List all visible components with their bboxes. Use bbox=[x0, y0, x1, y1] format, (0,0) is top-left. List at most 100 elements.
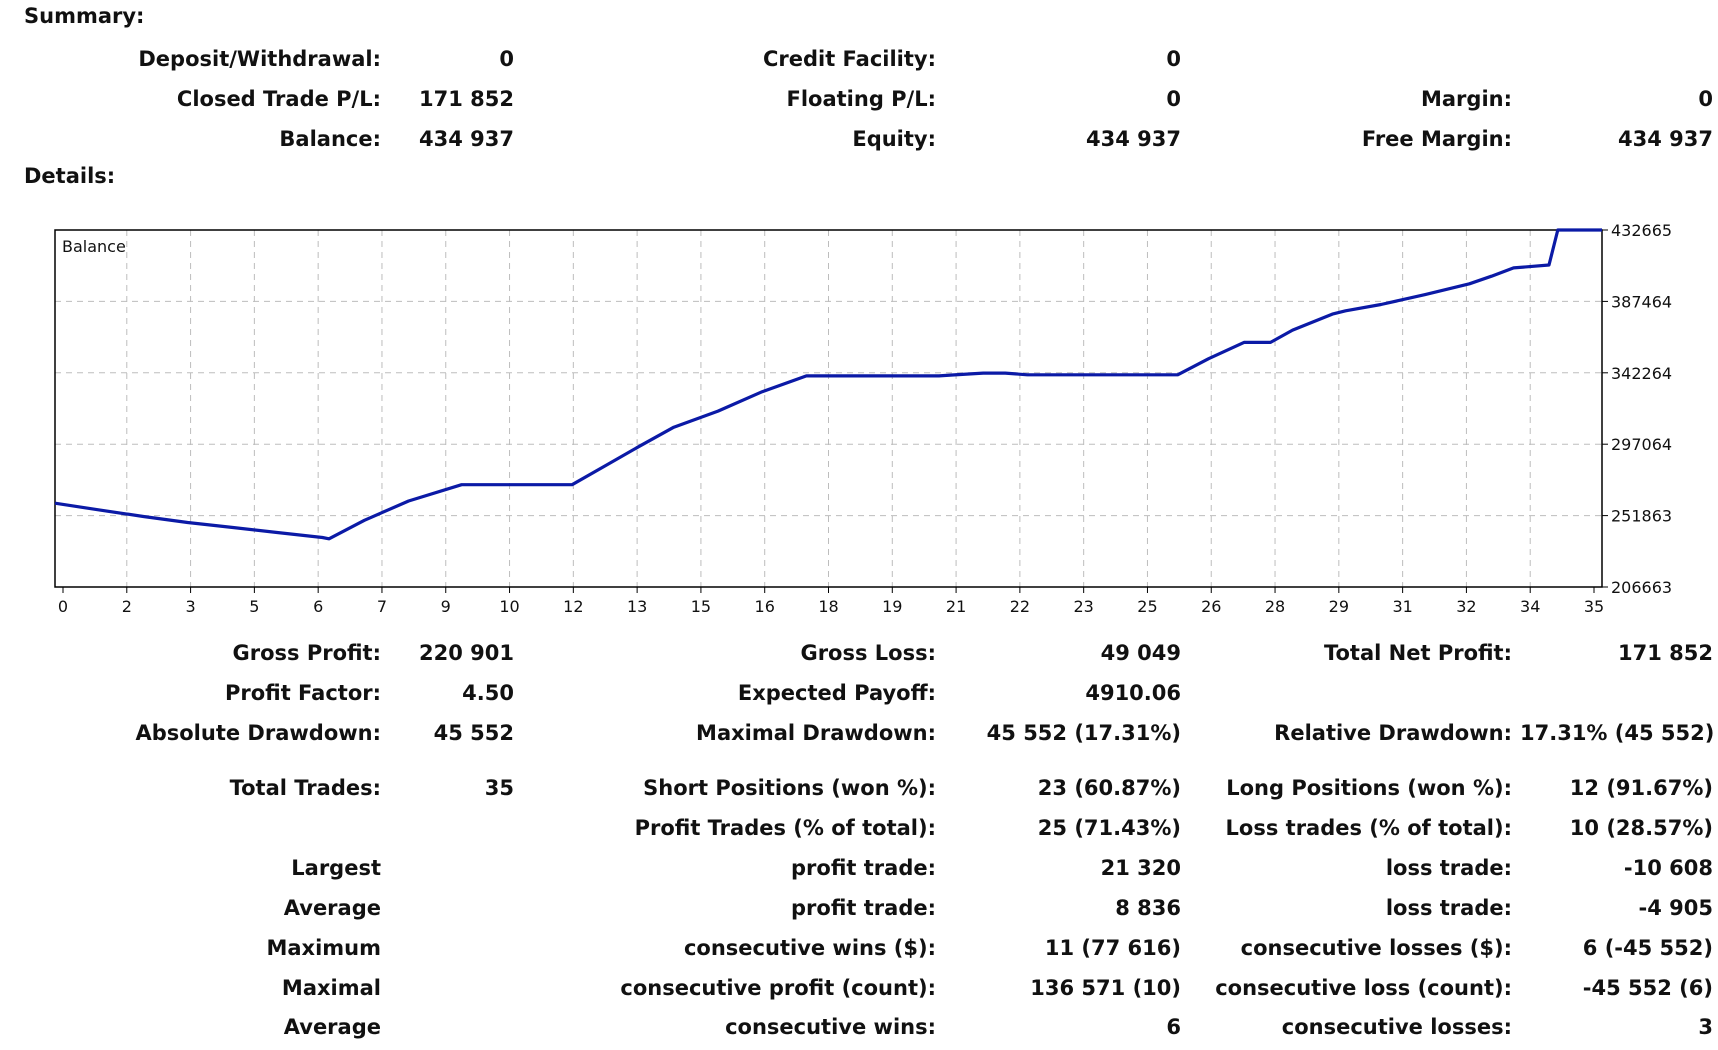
detail-label: profit trade: bbox=[791, 896, 936, 920]
detail-value: -10 608 bbox=[1623, 856, 1713, 880]
detail-row: Gross Profit: 220 901 Gross Loss: 49 049 Tot… bbox=[0, 638, 1718, 668]
chart-legend-balance: Balance bbox=[62, 237, 126, 256]
summary-value: 171 852 bbox=[419, 87, 514, 111]
detail-value: -45 552 (6) bbox=[1582, 976, 1713, 1000]
summary-label: Balance: bbox=[279, 127, 381, 151]
y-tick-label: 206663 bbox=[1611, 578, 1672, 597]
detail-row: Total Trades: 35 Short Positions (won %): 2… bbox=[0, 773, 1718, 803]
summary-value: 434 937 bbox=[419, 127, 514, 151]
detail-value: 49 049 bbox=[1100, 641, 1181, 665]
detail-value: 11 (77 616) bbox=[1044, 936, 1181, 960]
x-tick-label: 15 bbox=[691, 597, 711, 615]
summary-label: Free Margin: bbox=[1361, 127, 1512, 151]
detail-row: Absolute Drawdown: 45 552 Maximal Drawdown… bbox=[0, 718, 1718, 748]
summary-label: Deposit/Withdrawal: bbox=[138, 47, 381, 71]
x-tick-label: 0 bbox=[58, 597, 68, 615]
detail-label: consecutive wins: bbox=[725, 1015, 936, 1039]
detail-label: Total Trades: bbox=[229, 776, 381, 800]
summary-row: Balance: 434 937 Equity: 434 937 Free Margin… bbox=[0, 124, 1718, 154]
x-tick-label: 29 bbox=[1329, 597, 1349, 615]
x-tick-label: 23 bbox=[1073, 597, 1093, 615]
detail-value: 6 (-45 552) bbox=[1582, 936, 1713, 960]
x-tick-label: 25 bbox=[1137, 597, 1157, 615]
x-tick-label: 16 bbox=[755, 597, 775, 615]
x-tick-label: 12 bbox=[563, 597, 583, 615]
detail-label: consecutive losses ($): bbox=[1240, 936, 1512, 960]
detail-label: Expected Payoff: bbox=[737, 681, 936, 705]
detail-label: profit trade: bbox=[791, 856, 936, 880]
detail-label: Total Net Profit: bbox=[1323, 641, 1512, 665]
balance-series-layer bbox=[54, 228, 1602, 541]
summary-label: Floating P/L: bbox=[786, 87, 936, 111]
detail-label: Absolute Drawdown: bbox=[135, 721, 381, 745]
balance-series-line bbox=[54, 228, 1602, 541]
y-tick-label: 251863 bbox=[1611, 507, 1672, 526]
summary-heading: Summary: bbox=[24, 4, 145, 28]
detail-value: 4910.06 bbox=[1085, 681, 1181, 705]
detail-label: consecutive wins ($): bbox=[683, 936, 936, 960]
y-tick-label: 297064 bbox=[1611, 435, 1672, 454]
detail-value: 8 836 bbox=[1115, 896, 1181, 920]
detail-row: Profit Factor: 4.50 Expected Payoff: 4910.0… bbox=[0, 678, 1718, 708]
detail-row: Profit Trades (% of total): 25 (71.43%) Lo… bbox=[0, 813, 1718, 843]
detail-row: Largest profit trade: 21 320 loss trade: -10… bbox=[0, 853, 1718, 883]
detail-value: 17.31% (45 552) bbox=[1520, 721, 1715, 745]
y-axis-ticks: 206663 251863 297064 342264 387464 432665 bbox=[1602, 221, 1672, 597]
x-axis-ticks: 0 2 3 5 6 7 9 10 12 13 15 16 18 19 21 22 23 25 26 28 29 31 32 3… bbox=[58, 587, 1604, 615]
detail-label: Long Positions (won %): bbox=[1226, 776, 1512, 800]
x-tick-label: 35 bbox=[1584, 597, 1604, 615]
detail-row: Maximum consecutive wins ($): 11 (77 616) c… bbox=[0, 933, 1718, 963]
detail-label: loss trade: bbox=[1385, 856, 1512, 880]
x-tick-label: 6 bbox=[313, 597, 323, 615]
summary-row: Closed Trade P/L: 171 852 Floating P/L: 0 Ma… bbox=[0, 84, 1718, 114]
x-tick-label: 13 bbox=[627, 597, 647, 615]
x-tick-label: 31 bbox=[1392, 597, 1412, 615]
x-tick-label: 26 bbox=[1201, 597, 1221, 615]
y-tick-label: 432665 bbox=[1611, 221, 1672, 240]
detail-value: 23 (60.87%) bbox=[1037, 776, 1181, 800]
summary-value: 0 bbox=[1166, 47, 1181, 71]
x-tick-label: 2 bbox=[122, 597, 132, 615]
detail-value: 45 552 (17.31%) bbox=[986, 721, 1181, 745]
summary-label: Credit Facility: bbox=[762, 47, 936, 71]
x-tick-label: 3 bbox=[185, 597, 195, 615]
detail-label: consecutive losses: bbox=[1281, 1015, 1512, 1039]
detail-label: Maximal bbox=[281, 976, 381, 1000]
detail-label: Maximal Drawdown: bbox=[696, 721, 936, 745]
x-tick-label: 34 bbox=[1520, 597, 1540, 615]
details-heading: Details: bbox=[24, 164, 116, 188]
x-tick-label: 9 bbox=[441, 597, 451, 615]
summary-label: Closed Trade P/L: bbox=[176, 87, 381, 111]
x-tick-label: 10 bbox=[499, 597, 519, 615]
balance-chart: Balance 20666325186329706434226438746443… bbox=[54, 221, 1672, 615]
detail-value: 25 (71.43%) bbox=[1037, 816, 1181, 840]
detail-value: 21 320 bbox=[1100, 856, 1181, 880]
detail-label: Relative Drawdown: bbox=[1274, 721, 1512, 745]
detail-value: 3 bbox=[1698, 1015, 1713, 1039]
summary-value: 434 937 bbox=[1086, 127, 1181, 151]
detail-row: Maximal consecutive profit (count): 136 57… bbox=[0, 973, 1718, 1003]
summary-value: 0 bbox=[1166, 87, 1181, 111]
summary-value: 0 bbox=[499, 47, 514, 71]
detail-label: loss trade: bbox=[1385, 896, 1512, 920]
detail-value: 12 (91.67%) bbox=[1569, 776, 1713, 800]
x-tick-label: 19 bbox=[882, 597, 902, 615]
detail-value: 6 bbox=[1166, 1015, 1181, 1039]
x-tick-label: 21 bbox=[946, 597, 966, 615]
detail-value: 136 571 (10) bbox=[1030, 976, 1181, 1000]
detail-value: 220 901 bbox=[419, 641, 514, 665]
detail-label: Short Positions (won %): bbox=[643, 776, 936, 800]
x-tick-label: 5 bbox=[249, 597, 259, 615]
detail-value: 45 552 bbox=[433, 721, 514, 745]
summary-label: Equity: bbox=[852, 127, 936, 151]
detail-label: consecutive profit (count): bbox=[620, 976, 936, 1000]
x-tick-label: 22 bbox=[1010, 597, 1030, 615]
summary-label: Margin: bbox=[1420, 87, 1512, 111]
x-tick-label: 7 bbox=[377, 597, 387, 615]
detail-value: 4.50 bbox=[462, 681, 514, 705]
detail-label: Largest bbox=[291, 856, 381, 880]
detail-value: 10 (28.57%) bbox=[1569, 816, 1713, 840]
detail-label: consecutive loss (count): bbox=[1215, 976, 1512, 1000]
detail-label: Average bbox=[283, 896, 381, 920]
detail-value: 171 852 bbox=[1618, 641, 1713, 665]
